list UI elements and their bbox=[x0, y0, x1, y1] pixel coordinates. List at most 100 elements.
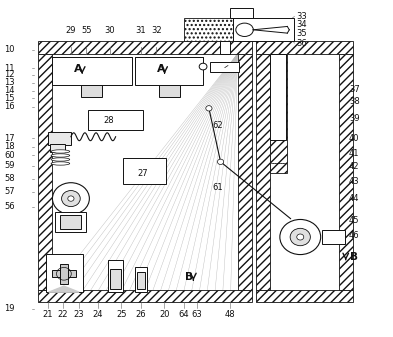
Bar bbox=[38, 290, 252, 302]
Text: 44: 44 bbox=[349, 194, 359, 203]
Text: 33: 33 bbox=[296, 12, 307, 21]
Bar bbox=[52, 57, 67, 67]
Bar bbox=[184, 18, 233, 41]
Bar bbox=[117, 57, 132, 67]
Bar bbox=[233, 18, 294, 41]
Text: 28: 28 bbox=[103, 116, 114, 125]
Bar bbox=[48, 132, 71, 145]
Text: 25: 25 bbox=[116, 310, 127, 318]
Text: 12: 12 bbox=[4, 70, 15, 80]
Bar bbox=[50, 145, 65, 152]
Text: 48: 48 bbox=[225, 310, 235, 318]
Bar bbox=[189, 57, 204, 67]
Text: 63: 63 bbox=[192, 310, 203, 318]
Text: 40: 40 bbox=[349, 134, 359, 143]
Text: 56: 56 bbox=[4, 203, 15, 211]
Text: 23: 23 bbox=[73, 310, 84, 318]
Bar bbox=[255, 41, 353, 54]
Text: 60: 60 bbox=[4, 151, 15, 160]
Text: 15: 15 bbox=[4, 94, 15, 103]
Text: 24: 24 bbox=[93, 310, 103, 318]
Bar bbox=[52, 57, 132, 85]
Text: 20: 20 bbox=[159, 310, 169, 318]
Text: 39: 39 bbox=[349, 114, 360, 123]
Text: 64: 64 bbox=[178, 310, 189, 318]
Text: 21: 21 bbox=[42, 310, 53, 318]
Text: 46: 46 bbox=[349, 231, 360, 240]
Bar bbox=[88, 110, 143, 130]
Ellipse shape bbox=[206, 106, 212, 111]
Bar bbox=[110, 269, 121, 289]
Text: 38: 38 bbox=[349, 97, 360, 106]
Text: 18: 18 bbox=[4, 142, 15, 151]
Bar bbox=[46, 254, 83, 292]
Text: 31: 31 bbox=[136, 26, 146, 35]
Ellipse shape bbox=[51, 162, 70, 165]
Bar bbox=[339, 54, 353, 290]
Text: 61: 61 bbox=[213, 183, 223, 192]
Ellipse shape bbox=[290, 228, 310, 246]
Polygon shape bbox=[49, 286, 79, 292]
Text: 26: 26 bbox=[136, 310, 146, 318]
Text: 13: 13 bbox=[4, 78, 15, 87]
Bar bbox=[61, 215, 81, 229]
Ellipse shape bbox=[68, 196, 74, 201]
Text: 11: 11 bbox=[4, 64, 15, 73]
Bar bbox=[81, 85, 103, 97]
Text: 29: 29 bbox=[66, 26, 76, 35]
Bar bbox=[38, 41, 252, 54]
Text: 22: 22 bbox=[58, 310, 68, 318]
Bar bbox=[210, 62, 239, 71]
Bar bbox=[52, 270, 75, 277]
Bar bbox=[159, 85, 180, 97]
Text: 41: 41 bbox=[349, 149, 359, 158]
Ellipse shape bbox=[52, 183, 89, 214]
Bar bbox=[238, 54, 252, 290]
Text: 34: 34 bbox=[296, 20, 307, 29]
Bar bbox=[135, 267, 147, 292]
Text: 43: 43 bbox=[349, 177, 360, 186]
Text: 16: 16 bbox=[4, 102, 15, 111]
Bar bbox=[270, 54, 286, 140]
Text: 27: 27 bbox=[137, 169, 148, 178]
Ellipse shape bbox=[217, 159, 224, 164]
Bar bbox=[230, 8, 253, 18]
Ellipse shape bbox=[297, 234, 304, 240]
Text: 37: 37 bbox=[349, 86, 360, 94]
Text: 42: 42 bbox=[349, 162, 359, 171]
Bar bbox=[137, 272, 145, 289]
Ellipse shape bbox=[51, 158, 70, 161]
Bar bbox=[136, 57, 204, 85]
Bar bbox=[270, 54, 287, 173]
Ellipse shape bbox=[51, 154, 70, 157]
Bar bbox=[136, 57, 150, 67]
Text: A: A bbox=[74, 64, 83, 73]
Text: 57: 57 bbox=[4, 187, 15, 196]
Ellipse shape bbox=[62, 190, 80, 207]
Bar bbox=[220, 41, 230, 54]
Text: 32: 32 bbox=[151, 26, 162, 35]
Text: 35: 35 bbox=[296, 29, 307, 38]
Bar bbox=[323, 232, 342, 242]
Ellipse shape bbox=[51, 150, 70, 153]
Bar bbox=[55, 212, 86, 232]
Text: 62: 62 bbox=[213, 121, 223, 130]
Bar bbox=[123, 158, 166, 184]
Text: 17: 17 bbox=[4, 134, 15, 143]
Text: B: B bbox=[185, 272, 193, 282]
Bar bbox=[321, 230, 345, 244]
Text: 10: 10 bbox=[4, 45, 15, 54]
Text: 19: 19 bbox=[4, 304, 15, 313]
Text: A: A bbox=[157, 64, 165, 73]
Bar bbox=[38, 54, 52, 290]
Bar bbox=[255, 54, 270, 290]
Bar bbox=[60, 264, 68, 284]
Ellipse shape bbox=[199, 63, 207, 70]
Ellipse shape bbox=[280, 219, 321, 254]
Ellipse shape bbox=[236, 23, 253, 36]
Text: 45: 45 bbox=[349, 216, 359, 225]
Text: 14: 14 bbox=[4, 86, 15, 95]
Text: 55: 55 bbox=[81, 26, 92, 35]
Text: 36: 36 bbox=[296, 39, 307, 48]
Text: 58: 58 bbox=[4, 174, 15, 183]
